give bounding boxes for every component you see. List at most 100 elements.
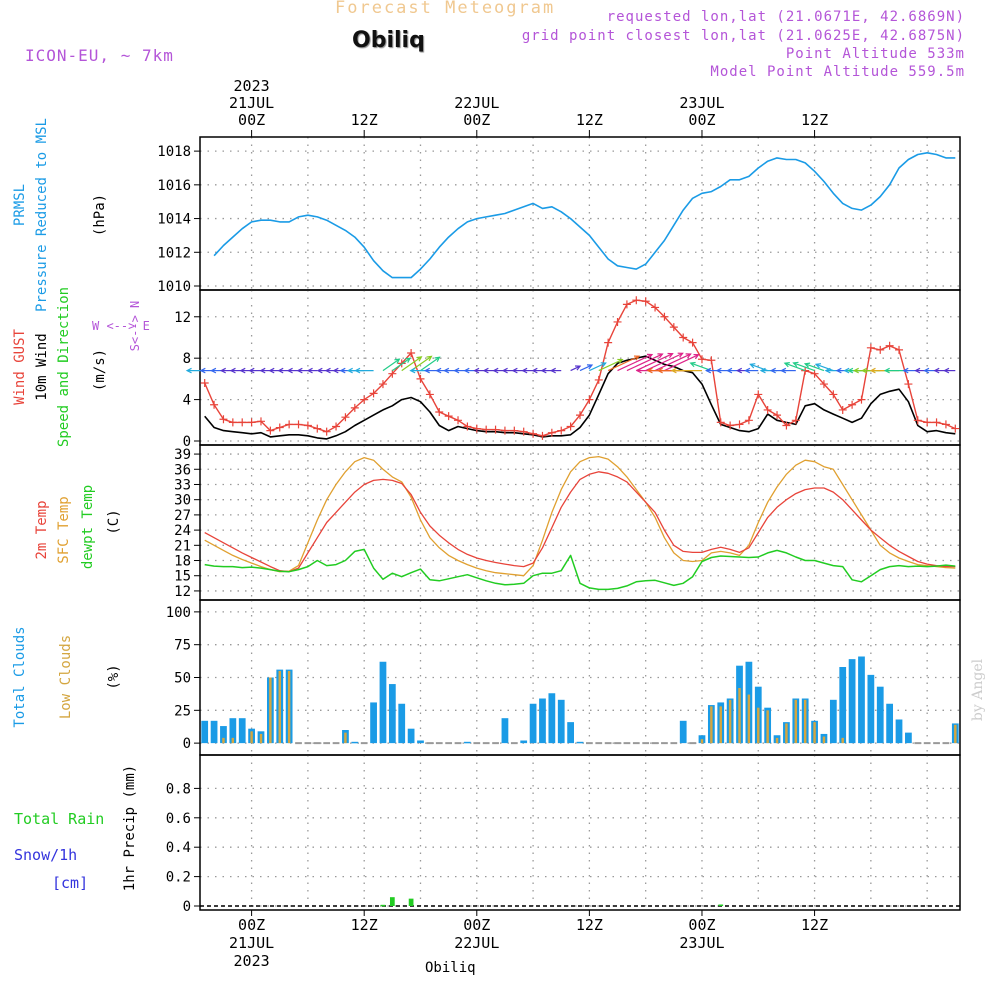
bottom-time-label: 2023 <box>234 952 270 970</box>
low-cloud-bar <box>259 733 263 744</box>
pressure-ytick-label: 1014 <box>157 212 191 228</box>
total-cloud-bar <box>557 699 565 744</box>
wind-direction-arrow <box>664 354 699 372</box>
wind-gust-marker <box>557 426 566 435</box>
wind-direction-arrow <box>392 357 411 372</box>
wind-arrow-head <box>531 367 538 374</box>
wind-arrow-head <box>277 367 284 374</box>
wind-gust-marker <box>510 426 519 435</box>
wind-direction-arrow <box>570 365 581 372</box>
total-cloud-bar <box>886 703 894 744</box>
wind-gust-marker <box>669 323 678 332</box>
wind-arrow-head <box>296 367 303 374</box>
bottom-time-label: 00Z <box>238 916 265 934</box>
wind-arrow-head <box>656 367 663 374</box>
wind-arrow-head <box>726 367 733 374</box>
temperature-ytick-label: 33 <box>174 477 191 493</box>
wind-ytick-label: 8 <box>183 351 191 367</box>
wind-arrow-head <box>453 367 460 374</box>
temperature-ytick-label: 12 <box>174 584 191 600</box>
wind-gust-marker <box>463 422 472 431</box>
low-cloud-bar <box>231 737 235 744</box>
wind-gust-marker <box>866 343 875 352</box>
total-cloud-bar <box>942 742 950 745</box>
wind-gust-marker <box>622 300 631 309</box>
wind-gust-marker <box>932 418 941 427</box>
total-cloud-bar <box>876 686 884 744</box>
wind-direction-arrow <box>598 359 623 372</box>
requested-coords: requested lon,lat (21.0671E, 42.6869N) <box>606 9 965 25</box>
wind-gust-marker <box>538 431 547 440</box>
wind-arrow-head <box>693 353 700 360</box>
total-cloud-bar <box>539 698 546 744</box>
low-cloud-bar <box>700 739 704 744</box>
total-cloud-bar <box>370 702 377 744</box>
wind-direction-arrow <box>607 355 640 372</box>
rain-bar <box>389 897 395 906</box>
wind-panel-frame <box>199 289 961 446</box>
low-cloud-bar <box>794 699 798 744</box>
wind-gust-marker <box>613 317 622 326</box>
wind-gust-marker <box>773 411 782 420</box>
temp-2m-line <box>204 471 956 573</box>
wind-direction-arrow <box>645 352 683 372</box>
wind-direction-arrow <box>654 353 691 372</box>
wind-arrow-head <box>434 356 441 362</box>
wind-arrow-head <box>540 367 547 374</box>
top-time-label: 2023 <box>234 77 270 95</box>
clouds-ytick-label: 50 <box>174 671 191 687</box>
wind-gust-marker <box>791 416 800 425</box>
wind-gust-marker <box>829 390 838 399</box>
clouds-ytick-label: 75 <box>174 638 191 654</box>
bottom-time-label: 22JUL <box>454 934 499 952</box>
total-cloud-bar <box>651 742 659 745</box>
wind-gust-marker <box>472 424 481 433</box>
low-cloud-bar <box>278 670 281 744</box>
low-cloud-bar <box>841 737 844 744</box>
total-cloud-bar <box>905 732 912 744</box>
low-cloud-bar <box>728 699 732 744</box>
wind-gust-marker <box>632 296 641 305</box>
wind-arrow-head <box>409 367 416 374</box>
wind-gust-marker <box>275 423 284 432</box>
wind-gust-marker <box>491 425 500 434</box>
wind-gust-marker <box>923 418 932 427</box>
wind-arrow-head <box>463 367 470 374</box>
wind-gust-marker <box>885 341 894 350</box>
wind-gust-marker <box>585 395 594 404</box>
wind-arrow-head <box>677 352 684 358</box>
top-time-label: 00Z <box>688 111 715 129</box>
wind-arrow-head <box>883 367 890 374</box>
wind-arrow-head <box>814 363 822 369</box>
wind-direction-arrow <box>784 362 806 372</box>
wind-gust-marker <box>857 395 866 404</box>
wind-gust-marker <box>763 405 772 414</box>
wind-gust-marker <box>332 422 341 431</box>
precipitation-ytick-label: 0.6 <box>166 811 191 827</box>
wind-direction-arrow <box>626 353 663 372</box>
wind-arrow-head <box>635 367 642 374</box>
total-cloud-bar <box>295 742 302 745</box>
total-cloud-bar <box>661 742 668 745</box>
top-time-label: 12Z <box>351 111 378 129</box>
dewpt-line <box>204 548 956 591</box>
total-cloud-bar <box>923 742 931 745</box>
temperature-ytick-label: 36 <box>174 462 191 478</box>
total-cloud-bar <box>679 720 687 744</box>
low-cloud-bar <box>803 699 807 744</box>
wind-gust-marker <box>707 356 716 365</box>
wind-arrow-head <box>511 367 518 374</box>
temperature-ytick-label: 21 <box>174 538 191 554</box>
total-cloud-bar <box>398 703 406 744</box>
model-label: ICON-EU, ~ 7km <box>25 46 174 65</box>
wind-direction-arrow <box>793 362 815 372</box>
wind-arrow-head <box>416 356 423 362</box>
top-time-label: 21JUL <box>229 94 274 112</box>
wind-arrow-head <box>689 361 696 368</box>
total-cloud-bar <box>351 741 359 744</box>
pressure-ytick-label: 1012 <box>157 245 191 261</box>
total-cloud-bar <box>848 659 856 744</box>
total-cloud-bar <box>407 728 415 744</box>
wind-gust-marker <box>322 427 331 436</box>
